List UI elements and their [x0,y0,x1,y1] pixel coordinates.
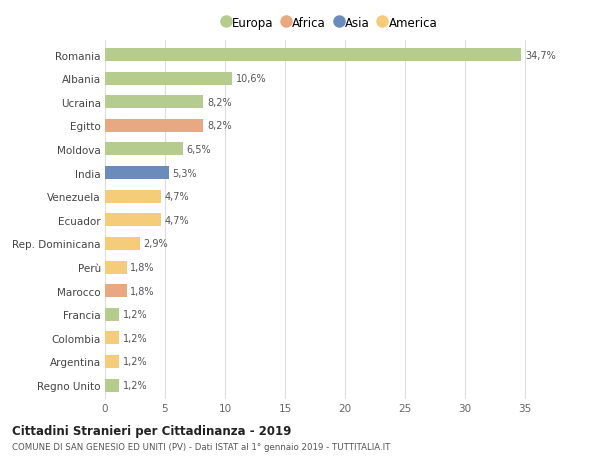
Text: 1,8%: 1,8% [130,286,155,296]
Text: 8,2%: 8,2% [207,98,232,107]
Text: 10,6%: 10,6% [236,74,266,84]
Bar [105,167,169,179]
Bar [105,96,203,109]
Text: 1,2%: 1,2% [123,357,148,367]
Bar [105,285,127,297]
Text: 4,7%: 4,7% [165,215,190,225]
Text: COMUNE DI SAN GENESIO ED UNITI (PV) - Dati ISTAT al 1° gennaio 2019 - TUTTITALIA: COMUNE DI SAN GENESIO ED UNITI (PV) - Da… [12,442,391,451]
Bar [105,379,119,392]
Bar [105,355,119,368]
Legend: Europa, Africa, Asia, America: Europa, Africa, Asia, America [220,14,440,32]
Bar [105,49,521,62]
Bar [105,143,183,156]
Bar [105,214,161,227]
Text: 1,2%: 1,2% [123,333,148,343]
Text: 8,2%: 8,2% [207,121,232,131]
Bar [105,261,127,274]
Text: 1,2%: 1,2% [123,380,148,390]
Bar [105,237,140,250]
Text: 34,7%: 34,7% [525,50,556,61]
Text: 6,5%: 6,5% [187,145,211,155]
Text: Cittadini Stranieri per Cittadinanza - 2019: Cittadini Stranieri per Cittadinanza - 2… [12,425,292,437]
Bar [105,120,203,133]
Text: 1,8%: 1,8% [130,263,155,273]
Bar [105,331,119,345]
Text: 5,3%: 5,3% [172,168,197,178]
Bar [105,73,232,85]
Bar [105,190,161,203]
Text: 4,7%: 4,7% [165,192,190,202]
Text: 1,2%: 1,2% [123,309,148,319]
Bar [105,308,119,321]
Text: 2,9%: 2,9% [143,239,168,249]
